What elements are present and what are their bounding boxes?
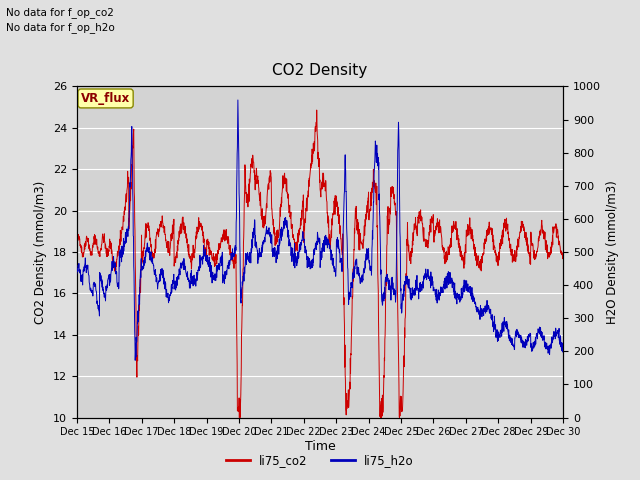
- Text: No data for f_op_co2: No data for f_op_co2: [6, 7, 115, 18]
- Text: No data for f_op_h2o: No data for f_op_h2o: [6, 22, 115, 33]
- Title: CO2 Density: CO2 Density: [273, 63, 367, 78]
- Y-axis label: H2O Density (mmol/m3): H2O Density (mmol/m3): [607, 180, 620, 324]
- Y-axis label: CO2 Density (mmol/m3): CO2 Density (mmol/m3): [35, 180, 47, 324]
- X-axis label: Time: Time: [305, 440, 335, 453]
- Legend: li75_co2, li75_h2o: li75_co2, li75_h2o: [221, 449, 419, 472]
- Text: VR_flux: VR_flux: [81, 92, 130, 105]
